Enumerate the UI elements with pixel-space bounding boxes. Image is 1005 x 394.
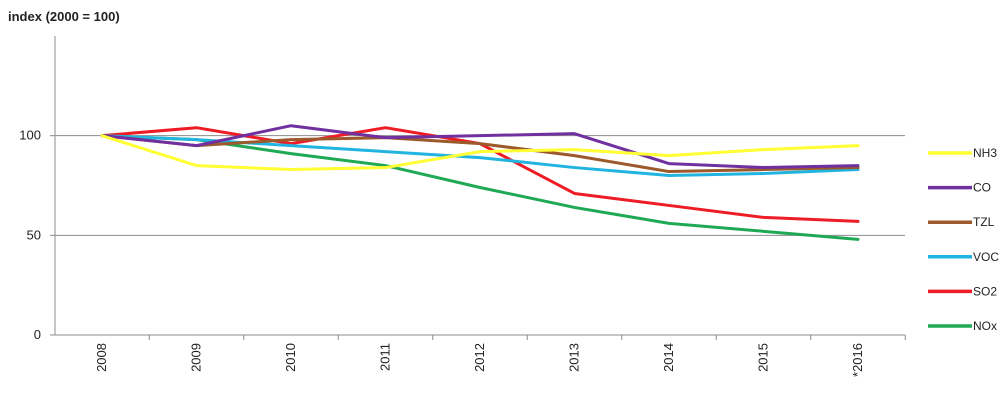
x-tick-label: 2011 [378, 343, 393, 371]
x-tick-label: 2008 [94, 343, 109, 372]
legend-label-so2: SO2 [973, 284, 997, 298]
legend: NH3 CO TZL VOC SO2 NOx [928, 146, 999, 333]
axes [50, 36, 906, 340]
series-lines [100, 124, 860, 241]
x-tick-label: 2014 [661, 343, 676, 372]
x-tick-label: *2016 [850, 343, 865, 377]
legend-label-nh3: NH3 [973, 146, 997, 160]
x-tick-label: 2010 [283, 343, 298, 372]
x-tick-label: 2015 [756, 343, 771, 372]
legend-label-voc: VOC [973, 250, 999, 264]
legend-label-co: CO [973, 181, 991, 195]
y-tick-label: 0 [34, 327, 41, 342]
y-tick-labels: 0 50 100 [19, 128, 41, 342]
series-line-nh3 [100, 134, 860, 172]
y-tick-label: 50 [27, 227, 41, 242]
x-tick-label: 2012 [472, 343, 487, 372]
series-line-co [100, 124, 860, 170]
series-line-tzl [100, 134, 860, 174]
series-line-voc [100, 134, 860, 178]
y-tick-label: 100 [19, 128, 41, 143]
legend-label-nox: NOx [973, 319, 997, 333]
legend-label-tzl: TZL [973, 215, 995, 229]
x-tick-labels: 2008 2009 2010 2011 2012 2013 2014 2015 *2016 [94, 343, 865, 377]
y-axis-label: index (2000 = 100) [8, 9, 120, 24]
x-tick-label: 2009 [189, 343, 204, 372]
x-tick-label: 2013 [567, 343, 582, 372]
